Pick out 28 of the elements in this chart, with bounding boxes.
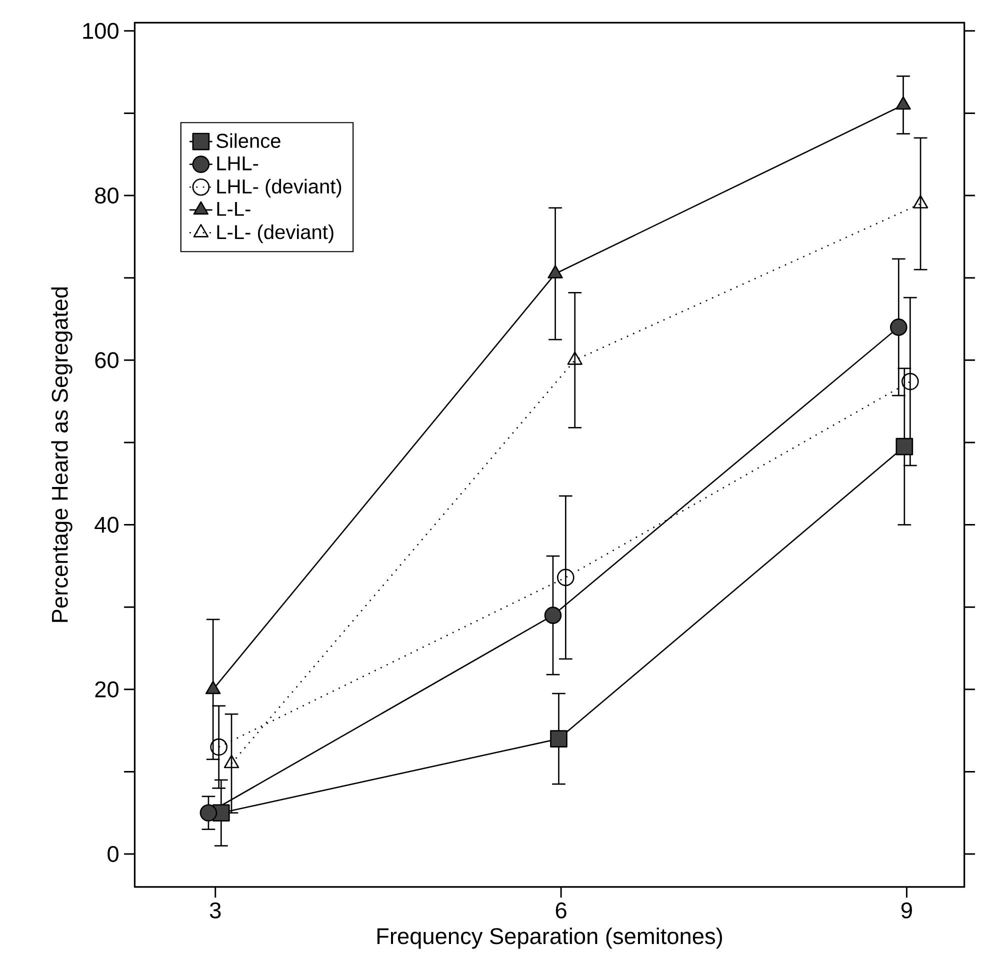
point [912, 195, 928, 209]
y-tick-label: 100 [83, 23, 118, 40]
y-tick-label: 20 [95, 682, 118, 698]
point [567, 352, 582, 365]
point [556, 568, 574, 586]
x-tick-label: 6 [556, 902, 566, 919]
point [896, 438, 914, 456]
legend-label: Silence [216, 133, 280, 148]
point [200, 804, 218, 822]
y-axis-title: Percentage Heard as Segregated [51, 288, 72, 622]
y-tick-label: 60 [95, 352, 118, 368]
legend-label: LHL- (deviant) [217, 179, 342, 198]
x-axis-title: Frequency Separation (semitones) [377, 928, 722, 949]
x-tick-label: 9 [901, 902, 912, 919]
y-tick-label: 0 [108, 846, 118, 862]
x-tick-label: 3 [210, 902, 221, 919]
legend-label: L-L- [217, 202, 250, 216]
legend-label: L-L- (deviant) [217, 224, 334, 244]
point [890, 318, 908, 336]
point [548, 265, 563, 279]
y-tick-label: 40 [94, 516, 118, 533]
point [544, 606, 562, 624]
point [901, 373, 919, 390]
y-tick-label: 80 [95, 188, 118, 204]
point [550, 730, 568, 748]
point [210, 738, 228, 756]
legend-label: LHL- [217, 156, 258, 170]
point [896, 96, 911, 110]
